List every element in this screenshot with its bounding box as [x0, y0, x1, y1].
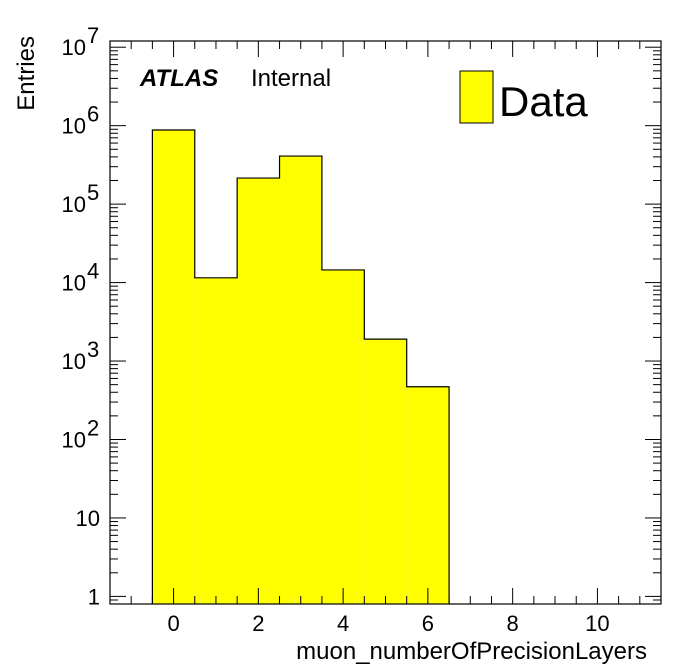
x-tick-label-3: 6 [422, 611, 434, 636]
y-tick-exponent-3: 3 [87, 337, 99, 362]
y-tick-exponent-6: 6 [87, 102, 99, 127]
histogram-bar-5 [364, 339, 407, 604]
y-tick-label-7: 10 [62, 35, 86, 60]
y-tick-exponent-7: 7 [87, 23, 99, 48]
histogram-bar-1 [194, 277, 238, 604]
legend: Data [459, 70, 588, 125]
histogram-bar-3 [279, 156, 322, 605]
histogram-bar-2 [237, 178, 280, 604]
y-tick-label-0: 1 [88, 584, 100, 609]
y-tick-exponent-4: 4 [87, 259, 99, 284]
histogram-outline [151, 129, 450, 604]
bars-layer [151, 129, 450, 605]
y-tick-exponent-5: 5 [87, 180, 99, 205]
x-tick-label-5: 10 [585, 611, 609, 636]
y-tick-label-3: 10 [62, 349, 86, 374]
x-tick-label-1: 2 [252, 611, 264, 636]
legend-swatch-data [459, 70, 494, 124]
y-tick-label-1: 10 [76, 506, 100, 531]
atlas-label: ATLAS [139, 65, 218, 92]
legend-label-data: Data [499, 78, 588, 125]
histogram-bar-0 [152, 130, 195, 604]
x-tick-label-2: 4 [337, 611, 349, 636]
y-tick-label-2: 10 [62, 427, 86, 452]
y-axis-title: Entries [13, 36, 40, 111]
x-tick-label-0: 0 [167, 611, 179, 636]
histogram-bar-4 [321, 269, 365, 604]
y-tick-exponent-2: 2 [87, 415, 99, 440]
y-tick-label-4: 10 [62, 271, 86, 296]
axis-ticks [109, 41, 662, 605]
x-axis-title: muon_numberOfPrecisionLayers [296, 638, 647, 665]
histogram-bar-6 [406, 386, 450, 604]
atlas-status-label: Internal [251, 65, 331, 92]
y-tick-label-6: 10 [62, 114, 86, 139]
y-tick-label-5: 10 [62, 192, 86, 217]
x-tick-label-4: 8 [507, 611, 519, 636]
